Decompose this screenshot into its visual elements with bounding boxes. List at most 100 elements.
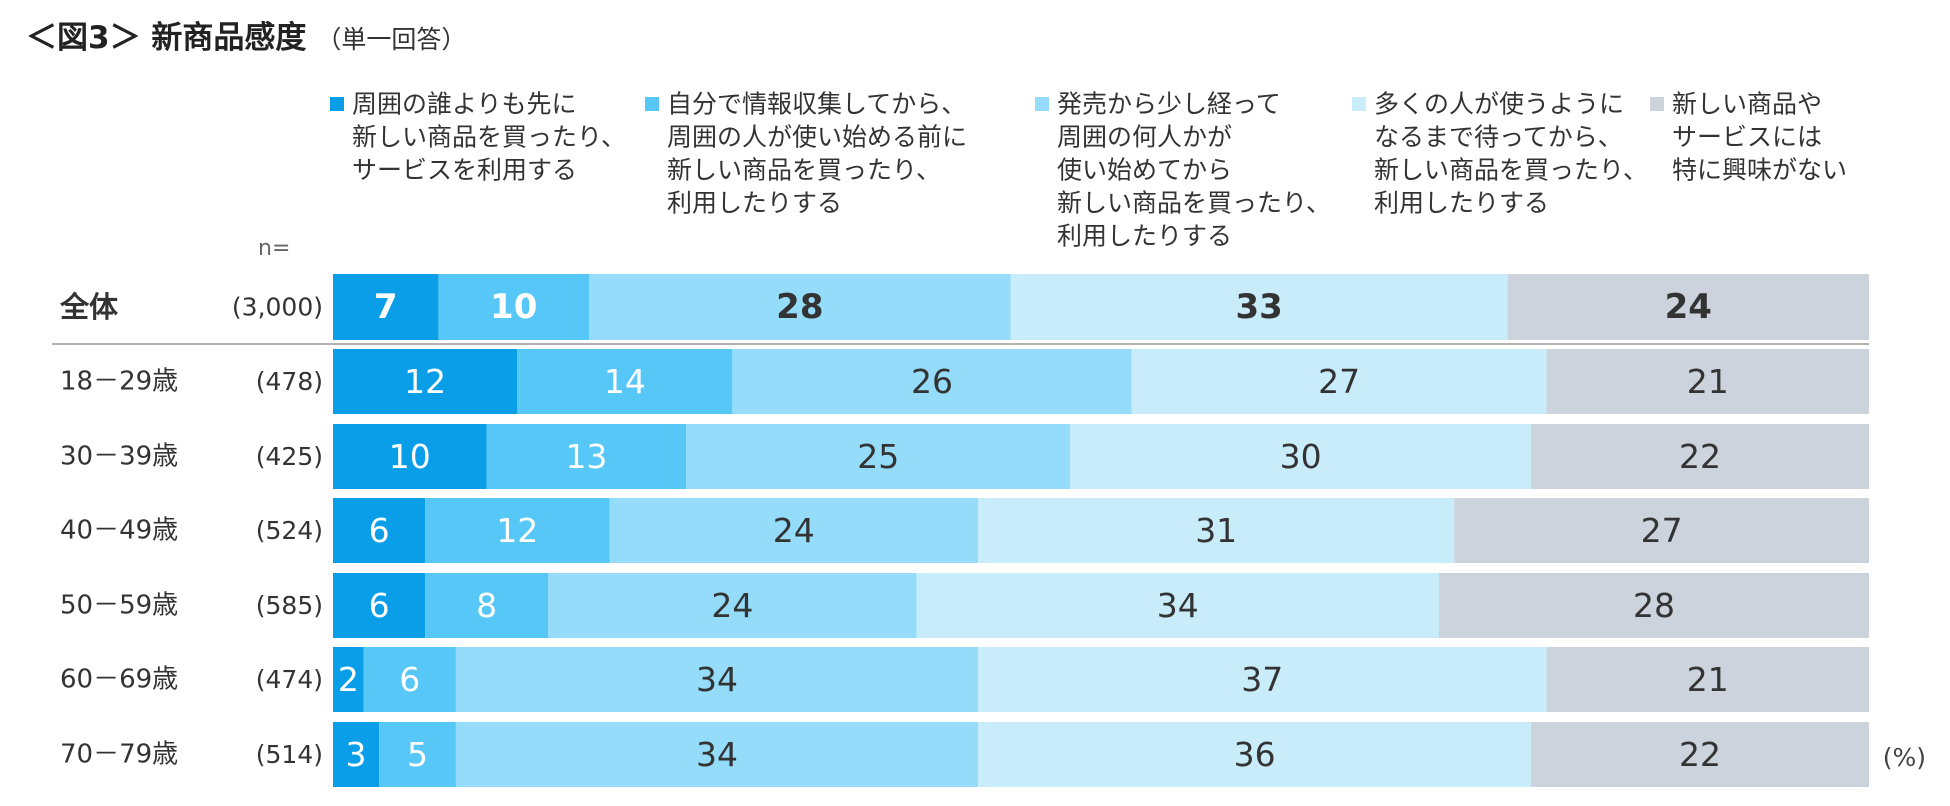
bar-segment: [1531, 424, 1869, 489]
legend-label-3-line-3: 使い始めてから: [1057, 156, 1232, 185]
bar-segment: [333, 424, 487, 489]
data-label: 10: [389, 437, 431, 476]
legend-swatch-5: [1650, 97, 1664, 111]
bar-segment: [363, 647, 456, 712]
data-label: 34: [696, 660, 738, 699]
bar-segment: [438, 274, 589, 340]
data-label: 24: [773, 511, 815, 550]
bar-segment: [425, 573, 549, 638]
data-label: 24: [711, 586, 753, 625]
data-label: 34: [696, 735, 738, 774]
legend-swatch-3: [1035, 97, 1049, 111]
bar-segment: [1507, 274, 1869, 340]
bar-segment: [609, 498, 979, 563]
bar-segment: [686, 424, 1071, 489]
data-label: 5: [407, 735, 428, 774]
data-label: 6: [369, 586, 390, 625]
bar-segment: [1531, 722, 1869, 787]
legend-label-2-line-1: 自分で情報収集してから、: [667, 90, 966, 119]
legend-label-3-line-2: 周囲の何人かが: [1057, 123, 1232, 152]
legend-label-3-line-1: 発売から少し経って: [1057, 90, 1281, 119]
category-label: 50－59歳: [60, 591, 178, 621]
data-label: 10: [490, 287, 537, 327]
data-label: 2: [338, 660, 359, 699]
bar-segment: [1438, 573, 1869, 638]
bar-segment: [978, 498, 1455, 563]
data-label: 33: [1235, 287, 1282, 327]
bar-segment: [333, 274, 439, 340]
legend-label-1-line-1: 周囲の誰よりも先に: [352, 90, 577, 119]
legend-label-3-line-4: 新しい商品を買ったり、: [1057, 189, 1331, 218]
legend-swatch-4: [1352, 97, 1366, 111]
title-text: ＜図3＞ 新商品感度: [26, 20, 307, 56]
bar-segment: [333, 573, 426, 638]
chart-subtitle: （単一回答）: [316, 25, 467, 54]
data-label: 24: [1665, 287, 1712, 327]
bar-segment: [589, 274, 1011, 340]
bar-segment: [732, 349, 1132, 414]
bar-segment: [379, 722, 456, 787]
legend-label-4-line-3: 新しい商品を買ったり、: [1374, 156, 1648, 185]
data-label: 30: [1280, 437, 1322, 476]
data-label: 22: [1679, 735, 1721, 774]
bar-segment: [425, 498, 610, 563]
data-label: 28: [1633, 586, 1675, 625]
data-label: 12: [496, 511, 538, 550]
data-label: 25: [857, 437, 899, 476]
data-label: 6: [369, 511, 390, 550]
bar-segment: [333, 647, 364, 712]
data-label: 21: [1687, 660, 1729, 699]
legend-label-4-line-4: 利用したりする: [1374, 189, 1549, 218]
data-label: 13: [565, 437, 607, 476]
data-label: 6: [399, 660, 420, 699]
category-label: 70－79歳: [60, 740, 178, 770]
legend-label-2-line-2: 周囲の人が使い始める前に: [667, 123, 967, 152]
bar-segment: [1546, 647, 1869, 712]
category-label: 30－39歳: [60, 442, 178, 472]
bar-segment: [333, 498, 426, 563]
bar-segment: [333, 722, 380, 787]
legend-label-2-line-4: 利用したりする: [667, 189, 842, 218]
data-label: 26: [911, 362, 953, 401]
bar-segment: [486, 424, 687, 489]
data-label: 12: [404, 362, 446, 401]
legend-label-4-line-2: なるまで待ってから、: [1374, 123, 1623, 152]
bar-segment: [517, 349, 733, 414]
legend-label-5-line-2: サービスには: [1672, 123, 1822, 152]
legend-label-3-line-5: 利用したりする: [1057, 222, 1232, 251]
legend-label-5-line-3: 特に興味がない: [1672, 156, 1847, 185]
bar-segment: [455, 647, 979, 712]
chart-title: ＜図3＞ 新商品感度 （単一回答）: [26, 12, 466, 57]
n-value: (478): [256, 367, 323, 396]
bar-segment: [548, 573, 917, 638]
unit-label: (%): [1882, 743, 1926, 772]
bar-segment: [1010, 274, 1508, 340]
bar-segment: [1454, 498, 1869, 563]
bar-segment: [455, 722, 979, 787]
data-label: 27: [1641, 511, 1683, 550]
data-label: 7: [374, 287, 398, 327]
bar-segment: [333, 349, 518, 414]
category-label: 18－29歳: [60, 367, 178, 397]
data-label: 14: [604, 362, 646, 401]
bar-segment: [1070, 424, 1532, 489]
bar-segment: [1131, 349, 1547, 414]
legend-swatch-1: [330, 97, 344, 111]
legend-label-1-line-3: サービスを利用する: [352, 156, 577, 185]
data-label: 22: [1679, 437, 1721, 476]
data-label: 34: [1157, 586, 1199, 625]
data-label: 31: [1195, 511, 1237, 550]
data-label: 3: [346, 735, 367, 774]
legend-swatch-2: [645, 97, 659, 111]
n-value: (474): [256, 665, 323, 694]
n-value: (524): [256, 516, 323, 545]
n-value: (514): [256, 740, 323, 769]
category-label-total: 全体: [59, 290, 119, 324]
category-label: 60－69歳: [60, 665, 178, 695]
n-value: (585): [256, 591, 323, 620]
legend-label-1-line-2: 新しい商品を買ったり、: [352, 123, 626, 152]
legend-label-4-line-1: 多くの人が使うように: [1374, 90, 1624, 119]
data-label: 21: [1687, 362, 1729, 401]
bar-segment: [978, 722, 1532, 787]
